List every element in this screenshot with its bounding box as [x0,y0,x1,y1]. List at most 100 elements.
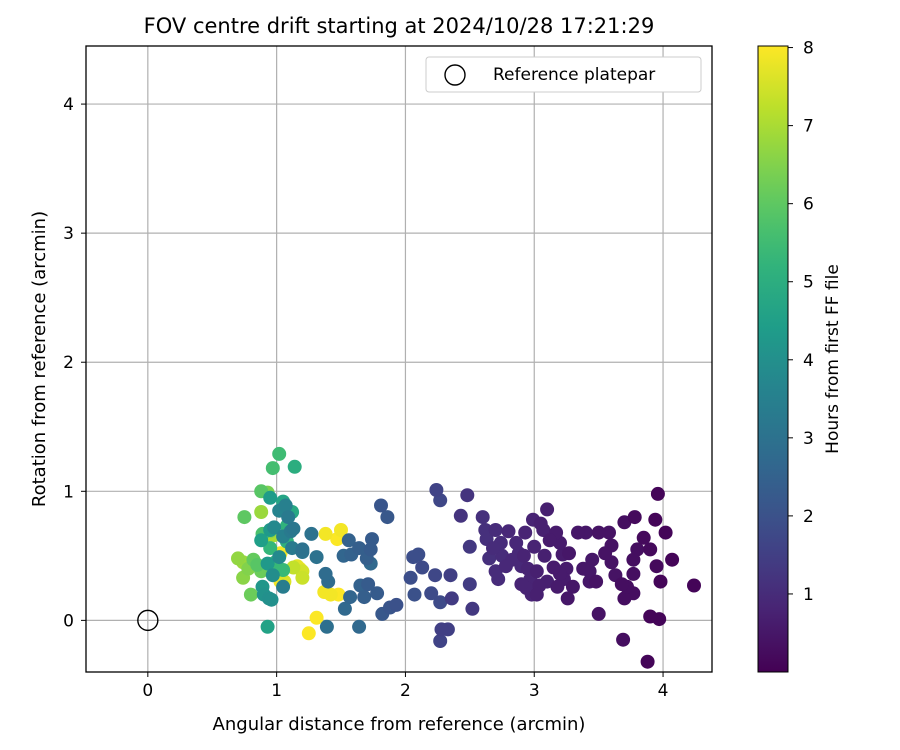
scatter-series [231,446,701,669]
scatter-point [374,498,388,513]
scatter-point [304,526,319,541]
scatter-point [343,590,358,605]
scatter-point [433,595,448,610]
scatter-point [319,619,334,634]
scatter-point [286,521,301,536]
scatter-point [295,570,310,585]
scatter-point [341,533,356,548]
scatter-point [254,533,269,548]
legend-label: Reference platepar [493,65,655,85]
x-tick-label: 0 [142,681,153,701]
scatter-point [352,619,367,634]
colorbar-label: Hours from first FF file [823,264,843,454]
scatter-point [509,535,524,550]
scatter-point [231,551,245,566]
scatter-point [648,512,663,527]
scatter-point [560,591,575,606]
scatter-point [616,632,631,647]
scatter-point [591,606,606,621]
scatter-point [260,619,275,634]
scatter-point [424,586,439,601]
scatter-point [527,539,542,554]
x-tick-label: 3 [529,681,540,701]
scatter-point [533,516,548,531]
y-tick-label: 4 [63,95,74,115]
scatter-point [428,568,443,583]
scatter-point [562,546,576,561]
colorbar: 1 2 3 4 5 6 7 8 Hours from first FF file [757,39,843,673]
scatter-point [318,526,333,541]
scatter-point [488,523,503,537]
scatter-point [309,550,324,565]
scatter-point [309,610,324,625]
scatter-point [501,524,516,539]
axis-ticks: 0 1 2 3 4 0 1 2 3 4 [63,95,668,701]
y-tick-label: 3 [63,224,74,244]
scatter-point [453,508,468,523]
scatter-point [687,578,701,593]
reference-platepar-marker [137,609,159,632]
colorbar-tick-label: 4 [803,351,814,371]
scatter-point [337,601,352,616]
scatter-point [389,597,404,612]
scatter-point [318,566,333,581]
scatter-point [407,587,422,602]
scatter-point [263,490,278,505]
scatter-point [434,622,449,637]
scatter-point [602,525,616,540]
scatter-point [653,574,668,589]
scatter-point [650,486,665,501]
scatter-point [626,552,641,567]
scatter-point [486,541,500,556]
colorbar-tick-label: 7 [803,117,814,137]
colorbar-gradient [758,46,788,672]
scatter-point [550,579,565,594]
scatter-point [617,591,632,606]
scatter-point [460,488,475,503]
scatter-point [636,530,651,545]
scatter-point [627,510,642,525]
scatter-point [475,510,490,525]
y-tick-label: 0 [63,611,74,631]
colorbar-ticks: 1 2 3 4 5 6 7 8 [788,39,814,605]
scatter-point [254,505,269,519]
scatter-point [406,550,421,565]
y-tick-label: 2 [63,353,74,373]
scatter-point [576,561,591,576]
colorbar-tick-label: 5 [803,273,814,293]
scatter-point [585,552,600,567]
scatter-point [665,552,680,567]
x-tick-label: 1 [271,681,282,701]
y-tick-label: 1 [63,482,74,502]
scatter-point [243,587,258,602]
scatter-point [272,550,287,565]
scatter-point [403,570,418,585]
scatter-point [542,533,557,548]
scatter-point [444,591,459,606]
scatter-point [281,510,296,525]
scatter-point [334,523,348,537]
scatter-point [363,542,378,557]
scatter-point [617,515,632,530]
x-tick-label: 4 [658,681,669,701]
scatter-point [626,566,641,581]
scatter-point [278,498,293,513]
y-axis-label: Rotation from reference (arcmin) [29,211,50,507]
scatter-point [565,579,580,594]
scatter-point [357,590,372,605]
scatter-point [571,525,585,540]
scatter-point [265,461,280,476]
colorbar-tick-label: 8 [803,39,814,59]
scatter-point [529,564,544,579]
scatter-point [295,542,310,557]
scatter-point [640,654,655,669]
scatter-point [643,542,658,557]
scatter-point [649,559,664,574]
scatter-point [250,557,265,572]
scatter-point [540,502,555,517]
scatter-point [462,577,477,592]
scatter-point [546,560,561,575]
scatter-point [498,559,513,574]
scatter-point [352,541,367,556]
